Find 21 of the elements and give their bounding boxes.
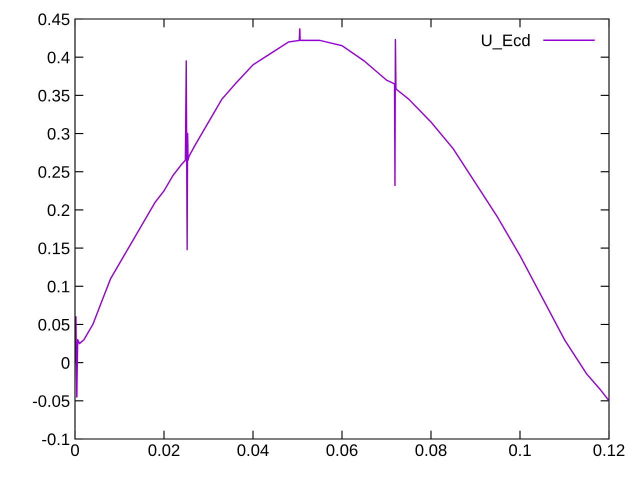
- x-tick-label: 0.02: [148, 444, 180, 456]
- y-tick-label: 0.45: [38, 13, 70, 26]
- x-tick-label: 0.12: [593, 444, 624, 456]
- y-tick-label: 0.2: [48, 204, 70, 216]
- y-tick-label: 0.15: [38, 242, 70, 254]
- y-tick-label: -0.05: [32, 395, 70, 408]
- x-tick-label: 0.1: [509, 444, 531, 456]
- y-tick-label: 0.4: [48, 52, 70, 64]
- y-tick-label: 0.05: [38, 318, 70, 331]
- x-tick-label: 0: [71, 444, 79, 456]
- y-tick-label: 0.25: [38, 166, 70, 178]
- y-tick-label: 0.3: [48, 128, 70, 140]
- y-tick-label: 0: [62, 357, 70, 369]
- x-tick-label: 0.06: [326, 444, 358, 456]
- x-tick-label: 0.04: [237, 444, 269, 456]
- legend-label: U_Ecd: [482, 34, 530, 50]
- x-tick-label: 0.08: [415, 444, 446, 456]
- y-tick-label: 0.1: [48, 280, 70, 292]
- line-series: [75, 28, 609, 402]
- y-tick-label: -0.1: [42, 433, 70, 446]
- y-tick-label: 0.35: [38, 90, 70, 102]
